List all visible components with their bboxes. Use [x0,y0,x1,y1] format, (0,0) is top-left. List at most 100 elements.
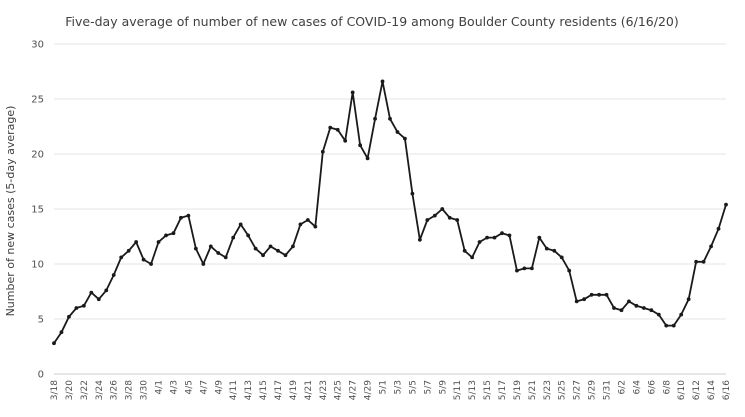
y-tick-label: 0 [38,370,44,381]
x-tick-label: 4/1 [155,380,165,394]
data-point [246,233,251,238]
x-tick-label: 5/9 [438,380,448,395]
x-tick-label: 3/18 [50,380,60,400]
x-tick-label: 5/29 [588,380,598,400]
y-tick-label: 25 [31,95,44,106]
gridlines [54,43,726,375]
data-point [709,244,713,249]
data-point [656,312,661,317]
data-point [320,149,325,154]
data-point [231,235,236,240]
data-point [701,259,706,264]
data-point [365,156,370,161]
data-point [515,268,519,273]
x-tick-label: 3/20 [65,380,75,400]
data-point [104,288,109,293]
data-point [604,292,609,297]
x-tick-label: 4/27 [349,380,359,400]
data-point [582,297,587,302]
data-point [216,251,221,255]
data-point [328,125,333,130]
y-axis-label: Number of new cases (5-day average) [4,106,17,317]
data-point [395,130,400,134]
y-tick-label: 5 [38,315,44,326]
data-point [462,248,467,253]
x-tick-label: 5/1 [379,380,389,394]
data-point [119,255,124,260]
y-tick-label: 30 [31,40,44,51]
x-tick-label: 4/13 [244,380,254,400]
data-point [492,235,497,240]
data-point [559,255,564,260]
x-tick-label: 5/21 [528,380,538,400]
data-point [679,312,684,317]
x-tick-label: 6/4 [632,380,642,395]
data-point [425,218,430,222]
data-point [627,299,631,304]
data-point [149,262,153,266]
series-group [52,79,728,346]
data-point [291,244,295,249]
x-tick-label: 6/2 [617,380,627,394]
data-point [552,248,557,253]
data-point [111,273,116,277]
x-tick-label: 5/15 [483,380,493,400]
x-tick-label: 4/11 [229,380,239,400]
chart-title: Five-day average of number of new cases … [65,14,679,29]
data-point [440,207,445,211]
data-point [283,253,288,258]
x-tick-label: 5/19 [513,380,523,400]
y-axis-ticks: 0 5 10 15 20 25 30 [31,40,44,381]
data-point [350,90,355,95]
data-point [156,240,161,244]
x-tick-label: 3/26 [110,380,120,400]
x-tick-label: 4/19 [289,380,299,400]
data-point [470,255,475,260]
data-point [507,233,512,238]
x-tick-label: 4/21 [304,380,314,400]
x-tick-label: 5/25 [558,380,568,400]
data-point [223,255,228,260]
data-point [305,218,310,222]
data-point [126,248,131,253]
data-point [313,224,318,229]
data-point [380,79,385,84]
data-point [81,303,86,308]
data-point [664,323,669,328]
data-point [410,191,415,196]
data-point [529,266,534,271]
x-tick-label: 3/24 [95,380,105,400]
data-point [567,268,572,273]
data-point [96,297,101,302]
x-tick-label: 6/6 [647,380,657,395]
data-point [201,262,206,266]
data-point [447,215,452,220]
data-point [343,138,348,143]
x-tick-label: 4/9 [214,380,224,395]
data-point [634,303,639,308]
x-tick-label: 5/31 [603,380,613,400]
data-point [641,306,646,310]
data-point [134,240,139,244]
data-point [59,330,64,335]
data-point [649,308,654,313]
data-point [164,233,168,238]
data-point [716,226,721,231]
x-tick-label: 5/7 [423,380,433,394]
x-tick-label: 6/8 [662,380,672,395]
y-tick-label: 10 [31,260,44,271]
data-point [238,222,243,227]
data-point [179,215,183,220]
x-tick-label: 5/27 [573,380,583,400]
x-tick-label: 4/5 [184,380,194,394]
x-tick-label: 5/23 [543,380,553,400]
data-point [589,292,594,297]
data-point [477,240,482,244]
data-point [619,308,624,313]
data-point [171,231,176,236]
data-point [724,202,728,207]
x-tick-label: 4/3 [169,380,179,394]
x-tick-label: 5/17 [498,380,508,400]
